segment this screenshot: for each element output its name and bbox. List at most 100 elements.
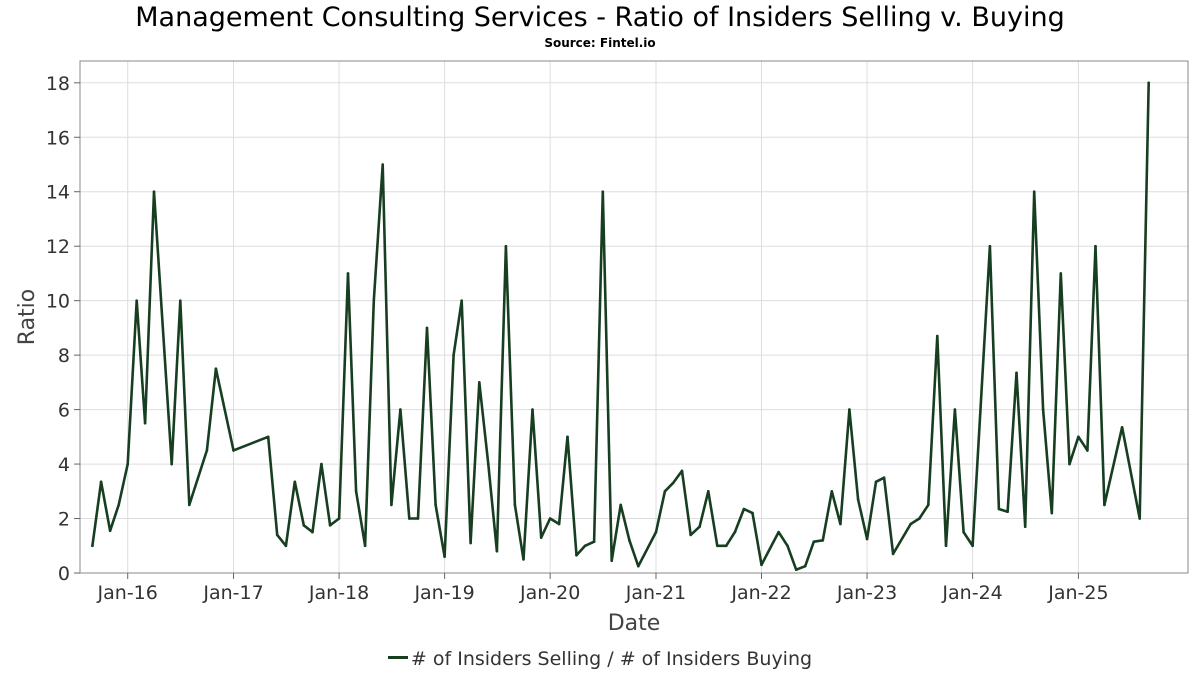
- data-point: [328, 524, 332, 527]
- data-point: [971, 544, 974, 548]
- x-tick-label: Jan-20: [519, 582, 580, 604]
- data-point: [751, 511, 754, 515]
- data-point: [302, 524, 306, 527]
- data-point: [927, 503, 930, 507]
- data-point: [531, 408, 534, 411]
- data-point: [821, 539, 825, 542]
- data-point: [311, 530, 314, 534]
- data-point: [284, 544, 288, 548]
- data-point: [592, 540, 596, 543]
- data-point: [152, 190, 156, 194]
- data-point: [865, 537, 869, 541]
- data-point: [874, 480, 878, 484]
- data-point: [715, 544, 719, 548]
- data-point: [1032, 190, 1036, 194]
- data-point: [504, 244, 508, 248]
- data-point: [187, 503, 191, 507]
- y-tick-label: 10: [46, 291, 70, 313]
- data-point: [848, 408, 851, 411]
- x-tick-label: Jan-23: [836, 582, 897, 604]
- data-point: [539, 536, 543, 539]
- data-point: [654, 530, 658, 534]
- data-point: [135, 299, 138, 302]
- data-point: [170, 462, 173, 466]
- y-tick-label: 14: [46, 182, 70, 204]
- data-point: [1094, 244, 1097, 248]
- data-point: [856, 498, 860, 501]
- data-point: [354, 489, 358, 493]
- data-point: [680, 469, 684, 473]
- data-point: [381, 163, 385, 166]
- data-point: [1015, 371, 1018, 375]
- data-point: [918, 517, 921, 520]
- y-tick-label: 0: [58, 563, 70, 585]
- data-point: [434, 503, 437, 507]
- data-point: [408, 517, 411, 520]
- data-point: [830, 489, 834, 493]
- data-point: [1050, 511, 1054, 515]
- data-point: [742, 507, 746, 511]
- data-point: [777, 530, 780, 534]
- data-point: [962, 530, 965, 534]
- data-point: [179, 299, 182, 302]
- data-point: [988, 244, 992, 248]
- y-tick-label: 8: [58, 345, 70, 367]
- data-point: [882, 476, 886, 479]
- y-tick-label: 4: [58, 454, 70, 476]
- legend-label: # of Insiders Selling / # of Insiders Bu…: [410, 648, 813, 670]
- series-line: [91, 81, 1150, 572]
- y-tick-label: 2: [58, 509, 70, 531]
- y-axis-label: Ratio: [15, 289, 40, 345]
- data-point: [812, 540, 816, 543]
- data-point: [610, 559, 614, 563]
- data-point: [663, 489, 667, 493]
- x-tick-label: Jan-18: [308, 582, 369, 604]
- data-point: [443, 555, 446, 558]
- y-tick-label: 6: [58, 400, 70, 422]
- data-point: [452, 353, 455, 357]
- data-point: [469, 541, 472, 545]
- data-point: [637, 564, 640, 568]
- data-point: [839, 522, 842, 526]
- data-point: [1086, 449, 1089, 452]
- data-point: [91, 544, 94, 548]
- plot-frame: [79, 60, 1189, 574]
- series-layer: [91, 81, 1150, 572]
- data-point: [1068, 462, 1071, 466]
- data-point: [108, 529, 112, 533]
- x-axis-label: Date: [608, 611, 661, 636]
- data-point: [266, 435, 270, 439]
- data-point: [760, 563, 763, 567]
- data-point: [399, 408, 402, 411]
- data-point: [363, 544, 367, 548]
- data-point: [126, 462, 130, 466]
- data-point: [1041, 408, 1045, 411]
- data-point: [944, 544, 948, 548]
- data-point: [143, 421, 147, 425]
- data-point: [1103, 503, 1106, 507]
- data-point: [205, 449, 209, 452]
- data-point: [601, 190, 605, 194]
- data-point: [320, 462, 323, 466]
- data-point: [390, 503, 393, 507]
- data-point: [566, 435, 569, 439]
- data-point: [1006, 510, 1009, 514]
- x-tick-label: Jan-24: [941, 582, 1002, 604]
- data-point: [557, 522, 561, 526]
- data-point: [99, 480, 103, 484]
- data-point: [337, 517, 341, 520]
- gridlines: [80, 61, 1188, 574]
- data-point: [707, 489, 710, 493]
- data-point: [232, 449, 235, 452]
- legend: # of Insiders Selling / # of Insiders Bu…: [0, 646, 1200, 672]
- data-point: [1023, 525, 1027, 529]
- x-tick-label: Jan-22: [730, 582, 791, 604]
- x-tick-label: Jan-16: [97, 582, 158, 604]
- data-point: [275, 533, 279, 537]
- data-point: [1138, 517, 1142, 520]
- data-point: [1059, 272, 1063, 275]
- data-point: [936, 334, 939, 338]
- data-point: [478, 381, 481, 384]
- data-point: [513, 503, 517, 507]
